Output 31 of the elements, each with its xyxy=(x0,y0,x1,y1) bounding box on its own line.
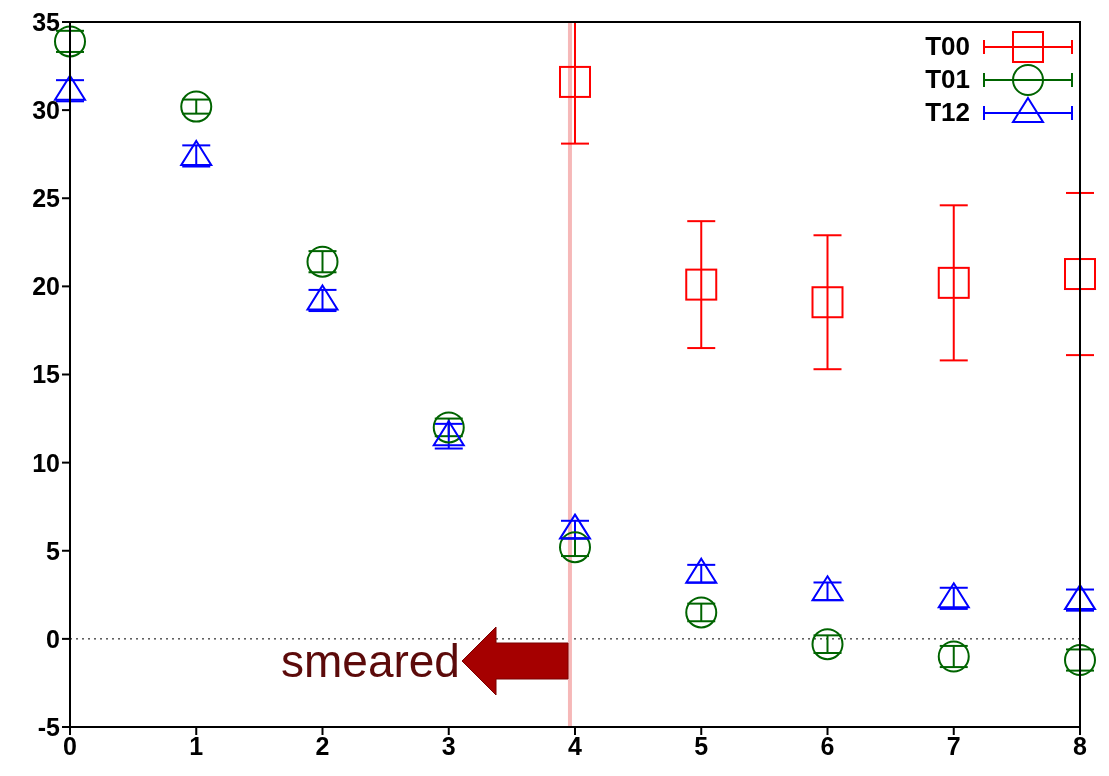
y-tick-label: 5 xyxy=(46,536,61,565)
point xyxy=(811,286,844,319)
point xyxy=(811,628,844,661)
legend-label: T01 xyxy=(925,64,970,95)
y-tick-label: -5 xyxy=(37,712,61,741)
point xyxy=(559,65,591,98)
x-tick-label: 3 xyxy=(441,731,456,760)
point xyxy=(559,531,591,564)
y-tick-label: 25 xyxy=(32,184,61,213)
y-tick-label: 15 xyxy=(32,360,61,389)
x-tick-label: 2 xyxy=(315,731,330,760)
point xyxy=(937,266,970,299)
y-tick-label: 35 xyxy=(32,7,61,36)
point xyxy=(1064,258,1096,291)
point xyxy=(685,268,718,301)
x-tick-label: 7 xyxy=(946,731,961,760)
point xyxy=(432,411,465,444)
y-tick-label: 20 xyxy=(32,272,60,301)
annotation: smeared xyxy=(280,634,460,687)
x-tick-label: 1 xyxy=(189,731,204,760)
x-tick-label: 4 xyxy=(568,731,583,760)
legend-label: T12 xyxy=(925,97,970,128)
x-tick-label: 6 xyxy=(820,731,835,760)
legend-label: T00 xyxy=(925,31,970,62)
point xyxy=(685,596,718,629)
point xyxy=(180,90,213,123)
y-tick-label: 0 xyxy=(46,624,60,653)
x-tick-label: 5 xyxy=(694,731,709,760)
x-tick-label: 8 xyxy=(1073,731,1088,760)
y-tick-label: 10 xyxy=(32,448,60,477)
y-tick-label: 30 xyxy=(32,96,60,124)
